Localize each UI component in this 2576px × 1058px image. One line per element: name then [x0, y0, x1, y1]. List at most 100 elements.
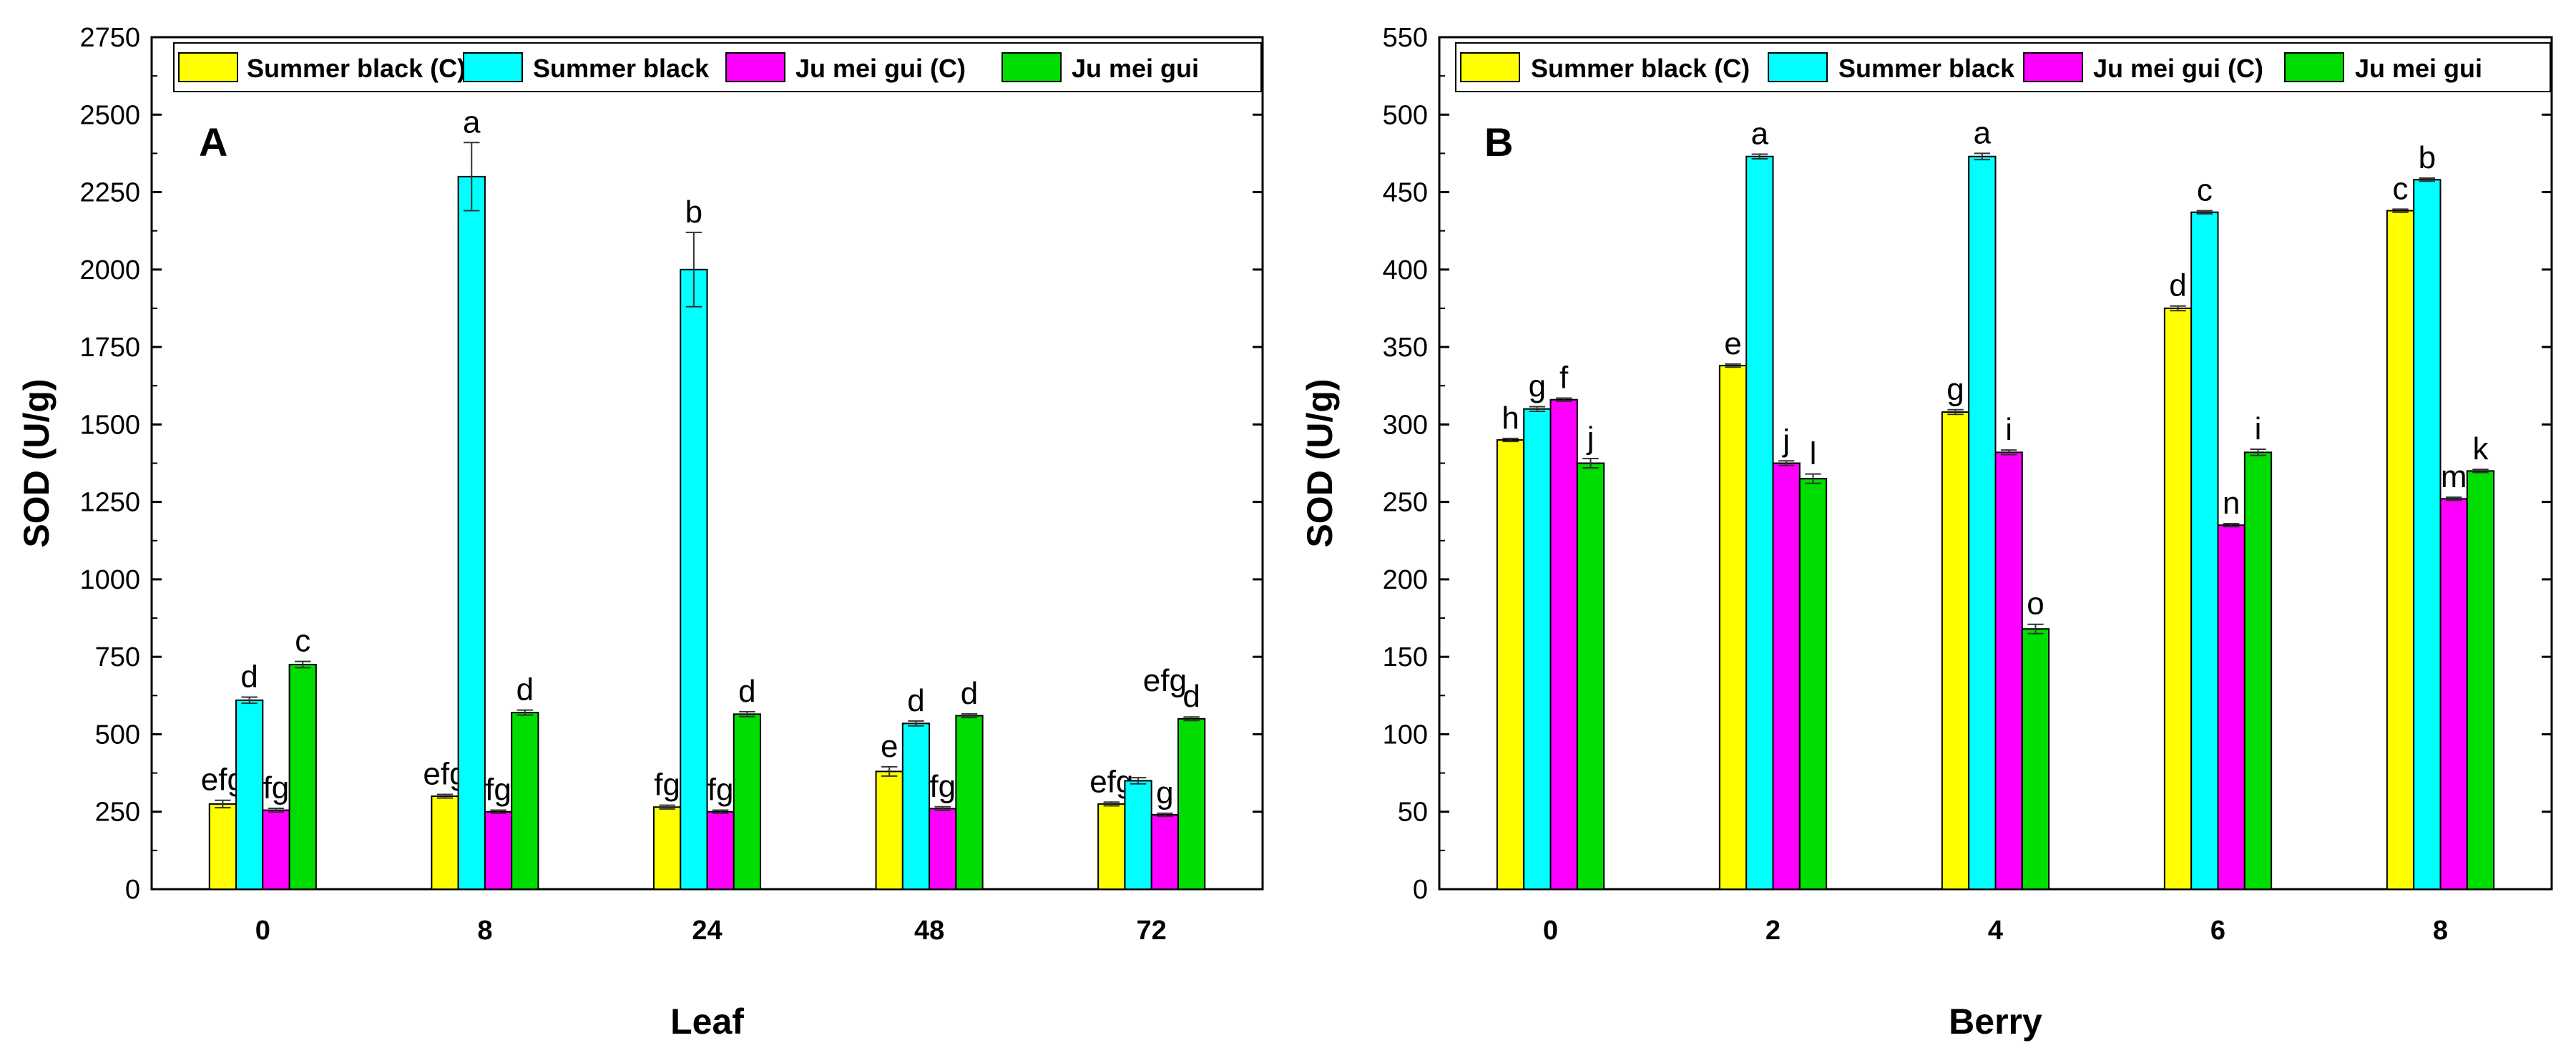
- bar: [901, 723, 931, 891]
- panel-b: 0 50 100 150 200 250 300 350 400 450 500 550 0 2 4 6 8 h e…: [1300, 23, 2553, 1042]
- y-tick-label: 2500: [79, 100, 140, 130]
- y-tick-label: 500: [1383, 100, 1428, 130]
- significance-label: j: [1586, 421, 1595, 456]
- bar: [457, 175, 486, 890]
- significance-label: d: [738, 674, 755, 709]
- significance-label: m: [2441, 459, 2467, 494]
- legend-label: Ju mei gui: [1072, 54, 1199, 83]
- legend-swatch: [2023, 52, 2083, 82]
- significance-label: g: [1156, 775, 1173, 810]
- significance-label: fg: [654, 768, 680, 803]
- significance-label: d: [240, 659, 258, 694]
- legend-label: Summer black (C): [1531, 54, 1750, 83]
- legend-swatch: [725, 52, 785, 82]
- legend-box: [1455, 42, 2551, 92]
- bar: [235, 699, 264, 891]
- bar: [2163, 307, 2193, 891]
- bar: [955, 715, 984, 891]
- bar: [1549, 398, 1578, 890]
- legend-swatch: [178, 52, 238, 82]
- significance-label: a: [1974, 115, 1992, 150]
- y-tick-label: 250: [95, 798, 140, 828]
- significance-label: l: [1810, 436, 1817, 471]
- x-tick-label: 2: [1766, 916, 1781, 946]
- x-tick-label: 48: [914, 916, 944, 946]
- bar: [1097, 803, 1126, 891]
- bar: [1798, 478, 1828, 890]
- significance-label: b: [2419, 140, 2436, 175]
- bar: [2190, 211, 2219, 890]
- bar: [1745, 155, 1774, 891]
- legend-swatch: [463, 52, 523, 82]
- x-axis-title: Berry: [1949, 1001, 2042, 1042]
- y-tick-label: 550: [1383, 23, 1428, 53]
- bar: [1718, 365, 1748, 890]
- x-tick-label: 0: [1543, 916, 1558, 946]
- y-tick-label: 0: [1413, 875, 1428, 905]
- bar: [2439, 498, 2468, 890]
- bar: [262, 809, 290, 890]
- significance-label: f: [1559, 361, 1569, 396]
- significance-label: o: [2027, 587, 2044, 622]
- bar: [431, 795, 459, 891]
- bar: [1150, 814, 1179, 891]
- bar: [680, 268, 708, 890]
- x-tick-label: 0: [255, 916, 270, 946]
- legend-swatch: [1768, 52, 1828, 82]
- y-tick-label: 1000: [79, 565, 140, 595]
- legend-box: [173, 42, 1262, 92]
- significance-label: fg: [707, 773, 734, 808]
- legend-swatch: [2284, 52, 2344, 82]
- y-axis-title: SOD (U/g): [1300, 378, 1340, 547]
- significance-label: fg: [263, 770, 290, 805]
- bar: [2243, 451, 2273, 890]
- bar: [288, 664, 317, 890]
- significance-label: h: [1502, 401, 1519, 436]
- y-tick-label: 750: [95, 642, 140, 672]
- significance-label: k: [2472, 431, 2489, 466]
- legend-swatch: [1460, 52, 1520, 82]
- panel-letter: B: [1484, 119, 1513, 165]
- significance-label: b: [685, 195, 702, 230]
- panel-a: 0 250 500 750 1000 1250 1500 1750 2000 2250 2500 27…: [16, 23, 1264, 1042]
- bar: [2386, 210, 2415, 891]
- bar: [1124, 780, 1152, 891]
- legend-swatch: [1001, 52, 1062, 82]
- bar: [1968, 155, 1997, 891]
- panel-letter: A: [199, 119, 227, 165]
- legend-label: Ju mei gui: [2355, 54, 2482, 83]
- x-tick-label: 8: [2433, 916, 2448, 946]
- significance-label: a: [1751, 116, 1769, 151]
- x-tick-label: 72: [1137, 916, 1167, 946]
- y-tick-label: 1750: [79, 333, 140, 363]
- significance-label: d: [2169, 268, 2186, 303]
- bar: [2466, 470, 2495, 890]
- bar: [1772, 462, 1801, 890]
- significance-label: fg: [485, 773, 511, 808]
- significance-label: n: [2223, 486, 2240, 521]
- legend-label: Ju mei gui (C): [795, 54, 966, 83]
- bar: [706, 810, 735, 891]
- significance-label: g: [1529, 368, 1546, 403]
- y-tick-label: 0: [125, 875, 140, 905]
- bar: [875, 770, 903, 890]
- y-tick-label: 350: [1383, 333, 1428, 363]
- significance-label: g: [1946, 372, 1964, 407]
- x-axis-title: Leaf: [670, 1001, 744, 1042]
- x-tick-label: 6: [2210, 916, 2225, 946]
- bar: [2413, 179, 2442, 891]
- bar: [1177, 717, 1206, 890]
- bar: [1496, 439, 1525, 890]
- significance-label: c: [295, 624, 310, 659]
- y-axis-title: SOD (U/g): [16, 378, 57, 547]
- x-tick-label: 4: [1988, 916, 2003, 946]
- y-tick-label: 450: [1383, 178, 1428, 208]
- y-tick-label: 400: [1383, 255, 1428, 285]
- bar: [208, 803, 237, 891]
- significance-label: c: [2197, 173, 2213, 208]
- legend-label: Summer black: [533, 54, 710, 83]
- bar: [484, 810, 513, 891]
- bar: [652, 806, 682, 891]
